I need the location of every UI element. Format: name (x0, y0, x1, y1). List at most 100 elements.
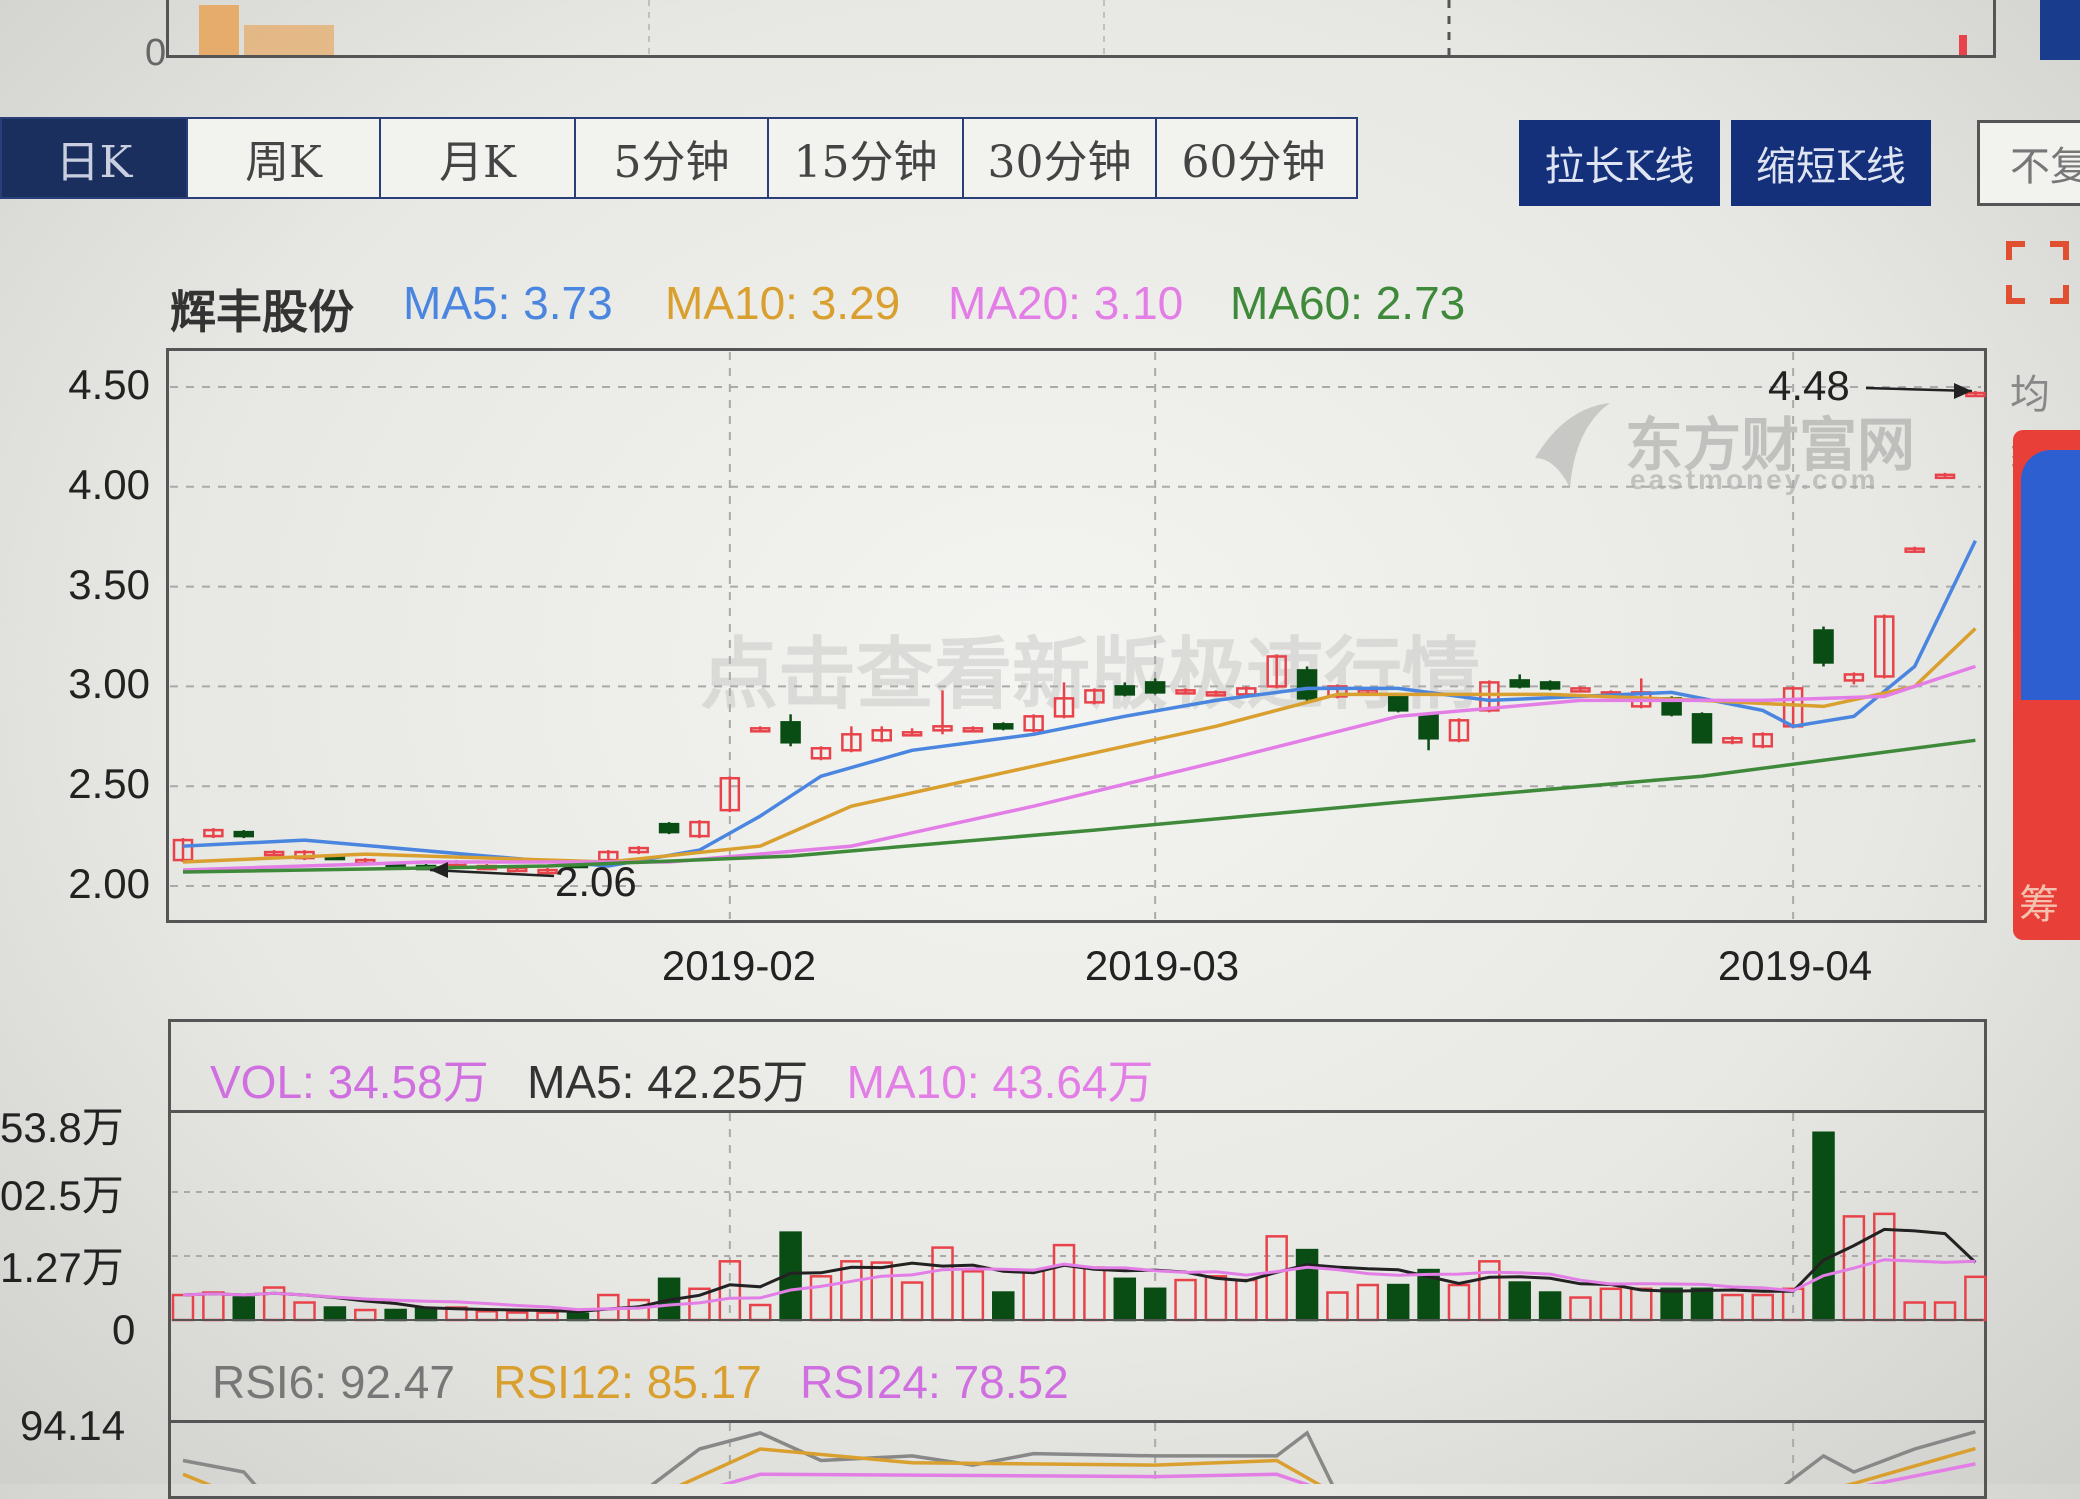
tab-daily-k[interactable]: 日K (2, 119, 188, 197)
top-volume-strip (166, 0, 1996, 58)
candle-down (993, 723, 1014, 730)
rsi-line-rsi6 (182, 1430, 1976, 1484)
rsi6-value: RSI6: 92.47 (212, 1356, 455, 1408)
rsi-tick-top: 94.14 (20, 1402, 126, 1449)
candle-up (172, 838, 194, 862)
no-adjust-button[interactable]: 不复 (1977, 120, 2080, 206)
volume-bar-down (1660, 1287, 1683, 1322)
stretch-k-button[interactable]: 拉长K线 (1519, 120, 1720, 206)
max-price-annotation: 4.48 (1768, 362, 1850, 409)
vol-tick-1: 53.8万 (0, 1104, 124, 1151)
volume-bar-up (202, 1291, 225, 1322)
ma-line-ma5 (182, 539, 1977, 868)
logo-cn: 东方财富网 (1625, 413, 1916, 478)
rsi-line-rsi24 (720, 1462, 1976, 1484)
min-arrowhead (430, 862, 448, 878)
candle-down (658, 822, 680, 834)
volume-bar-up (1751, 1293, 1775, 1322)
chip-distribution-tab[interactable]: 筹 (2013, 430, 2080, 940)
volume-bar-up (931, 1246, 954, 1322)
candle-up (1266, 655, 1287, 688)
volume-bar-up (1204, 1275, 1228, 1322)
candle-up (537, 868, 558, 875)
volume-bar-up (809, 1275, 833, 1322)
shrink-k-button[interactable]: 缩短K线 (1731, 120, 1931, 206)
volume-bar-up (1903, 1301, 1926, 1322)
y-tick-label: 3.00 (68, 660, 150, 708)
stock-name: 辉丰股份 (170, 286, 354, 338)
rsi-plot (182, 1423, 1976, 1484)
volume-bar-up (1356, 1283, 1380, 1322)
tab-30min[interactable]: 30分钟 (964, 119, 1157, 197)
volume-bar-up (1721, 1293, 1744, 1322)
volume-bar-up (1569, 1296, 1592, 1322)
candle-up (1023, 715, 1044, 732)
fullscreen-icon[interactable] (2005, 240, 2070, 305)
volume-bar-down (1143, 1287, 1167, 1322)
volume-bar-down (992, 1291, 1015, 1322)
legend-ma5: MA5: 3.73 (403, 277, 613, 329)
volume-bar-up (1022, 1268, 1045, 1322)
tab-15min[interactable]: 15分钟 (769, 119, 964, 197)
tab-5min[interactable]: 5分钟 (576, 119, 769, 197)
vol-tick-0: 0 (112, 1306, 136, 1353)
candle-up (1904, 547, 1925, 553)
rsi-divider (168, 1420, 1987, 1423)
min-arrow (429, 868, 555, 878)
volume-bar-up (1599, 1287, 1623, 1322)
volume-bar-up (1174, 1278, 1197, 1322)
y-tick-label: 2.00 (68, 860, 150, 907)
y-tick-label: 4.50 (68, 361, 150, 408)
volume-bar-up (1235, 1278, 1258, 1322)
volume-bar-up (961, 1270, 985, 1322)
volume-plot (171, 1113, 1987, 1322)
kline-plot (170, 352, 1986, 919)
volume-bar-up (505, 1311, 529, 1322)
volume-bar-down (232, 1296, 256, 1322)
top-strip-zero-label: 0 (145, 32, 167, 74)
candle-down (233, 830, 255, 838)
volume-bar-down (1295, 1248, 1319, 1322)
vol-tick-2: 02.5万 (0, 1172, 124, 1219)
candle-up (1479, 681, 1500, 712)
candle-up (1874, 615, 1895, 678)
x-tick-2019-02: 2019-02 (661, 942, 817, 989)
candle-down (1509, 679, 1530, 688)
kline-chart-frame (166, 348, 1987, 923)
volume-bar-up (1478, 1260, 1501, 1322)
volume-bar-down (1386, 1283, 1410, 1322)
tab-monthly-k[interactable]: 月K (381, 119, 576, 197)
candle-up (1084, 689, 1105, 704)
candle-up (901, 731, 923, 737)
vol-tick-3: 1.27万 (0, 1244, 124, 1291)
tab-60min[interactable]: 60分钟 (1181, 137, 1326, 188)
candle-up (749, 727, 771, 733)
top-strip-bars (199, 0, 1967, 55)
volume-bar-up (870, 1261, 893, 1322)
tab-weekly-k[interactable]: 周K (188, 119, 381, 197)
candle-down (1691, 713, 1713, 744)
volume-bar-down (384, 1308, 407, 1322)
max-arrowhead (1954, 383, 1972, 399)
volume-bar-up (627, 1298, 650, 1322)
top-right-block (2040, 0, 2080, 60)
candle-up (841, 733, 862, 752)
candle-down (1144, 681, 1166, 694)
volume-bar-up (748, 1303, 772, 1322)
candle-up (1934, 473, 1956, 480)
volume-bar-up (354, 1308, 377, 1322)
ma-line-ma20 (182, 664, 1976, 872)
volume-bar-up (1933, 1301, 1957, 1322)
volume-bar-up (1265, 1235, 1288, 1322)
vol-value: VOL: 34.58万 (210, 1056, 489, 1108)
chip-label: 筹 (2019, 883, 2059, 927)
candle-up (1570, 687, 1591, 693)
logo-en: eastmoney.com (1630, 464, 1879, 495)
candle-up (871, 729, 892, 742)
ma-line-ma60 (182, 738, 1976, 874)
legend-ma10: MA10: 3.29 (665, 277, 901, 329)
volume-bar-down (323, 1306, 347, 1322)
period-tabs: 日K 周K 月K 5分钟 15分钟 30分钟 60分钟 (0, 117, 1358, 199)
candle-up (263, 850, 285, 857)
candle-up (689, 820, 710, 838)
